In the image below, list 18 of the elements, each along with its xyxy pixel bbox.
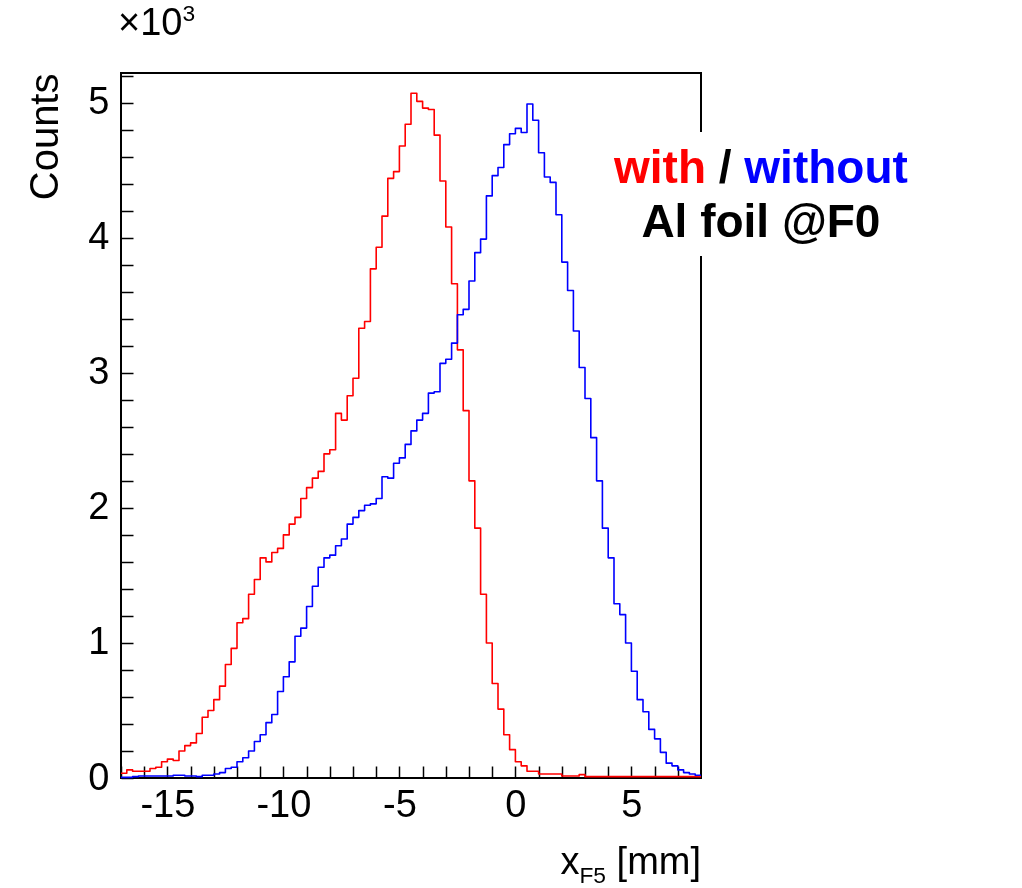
y-tick-label: 2 <box>88 485 110 528</box>
x-tick-label: 0 <box>505 782 527 825</box>
text: ×10$^{3}$ <box>118 0 196 43</box>
text: with <box>614 141 706 193</box>
y-tick-label: 1 <box>88 620 110 663</box>
annotation: Al foil @F0 <box>640 195 882 247</box>
text: / <box>717 141 733 193</box>
y-tick-label: 3 <box>88 350 110 393</box>
y-axis-title: Counts <box>22 73 67 201</box>
text: without <box>744 141 908 193</box>
x-tick-label: -5 <box>383 782 417 825</box>
y-tick-label: 5 <box>88 80 110 123</box>
y-tick-label: 4 <box>88 215 110 258</box>
x-tick-label: -10 <box>256 782 312 825</box>
x-tick-label: 5 <box>621 782 643 825</box>
y-tick-label: 0 <box>88 755 110 798</box>
x-tick-label: -15 <box>140 782 196 825</box>
x-axis-title: x$_{F5}$ [mm] <box>560 840 701 888</box>
